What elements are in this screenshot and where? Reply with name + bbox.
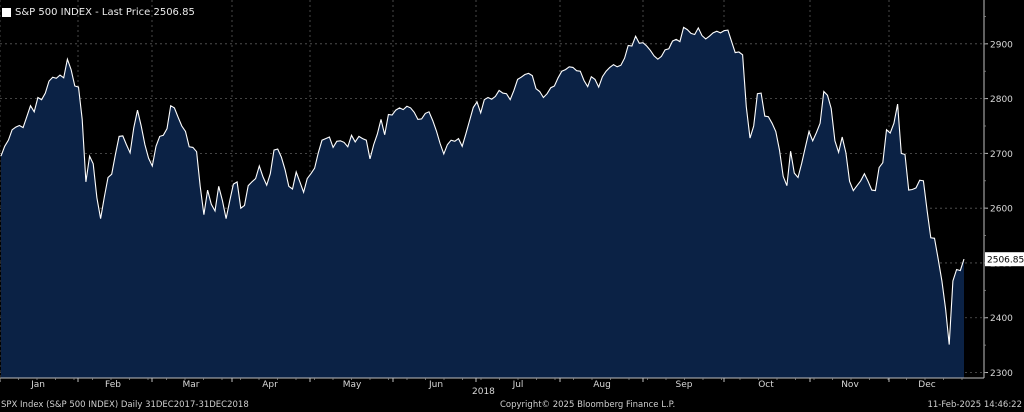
x-tick-label: Aug (593, 380, 611, 390)
legend-label: S&P 500 INDEX - Last Price 2506.85 (15, 6, 195, 18)
last-price-label: 2506.85 (985, 252, 1024, 267)
footer-ticker-info: SPX Index (S&P 500 INDEX) Daily 31DEC201… (1, 400, 249, 410)
x-tick-label: Nov (841, 380, 859, 390)
x-tick-label: Sep (676, 380, 693, 390)
chart-legend: S&P 500 INDEX - Last Price 2506.85 (2, 4, 195, 20)
price-line (0, 26, 965, 345)
x-tick-label: Jul (512, 380, 524, 390)
x-axis-year-label: 2018 (472, 387, 495, 397)
x-axis-ticks: Jan Feb Mar Apr May Jun Jul Aug Sep Oct Nov Dec (0, 378, 963, 390)
x-tick-label: Dec (918, 380, 935, 390)
x-tick-label: Jun (428, 380, 443, 390)
x-tick-label: May (343, 380, 362, 390)
y-tick-label: 2300 (990, 369, 1013, 379)
x-tick-label: Jan (30, 380, 45, 390)
last-price-text: 2506.85 (987, 256, 1024, 266)
price-area-fill (1, 27, 964, 379)
y-tick-label: 2800 (990, 95, 1013, 105)
footer-copyright: Copyright© 2025 Bloomberg Finance L.P. (500, 400, 676, 410)
axes (0, 0, 985, 379)
last-price-box (985, 252, 1024, 267)
x-tick-label: Feb (105, 380, 121, 390)
y-axis-ticks: 2300240025002600270028002900 (984, 16, 1013, 379)
x-tick-label: Apr (262, 380, 278, 390)
y-tick-label: 2900 (990, 40, 1013, 50)
y-tick-label: 2600 (990, 205, 1013, 215)
x-tick-label: Mar (183, 380, 200, 390)
y-tick-label: 2700 (990, 150, 1013, 160)
footer-timestamp: 11-Feb-2025 14:46:22 (927, 400, 1022, 410)
legend-swatch (2, 7, 11, 17)
x-tick-label: Oct (758, 380, 774, 390)
y-tick-label: 2400 (990, 314, 1013, 324)
